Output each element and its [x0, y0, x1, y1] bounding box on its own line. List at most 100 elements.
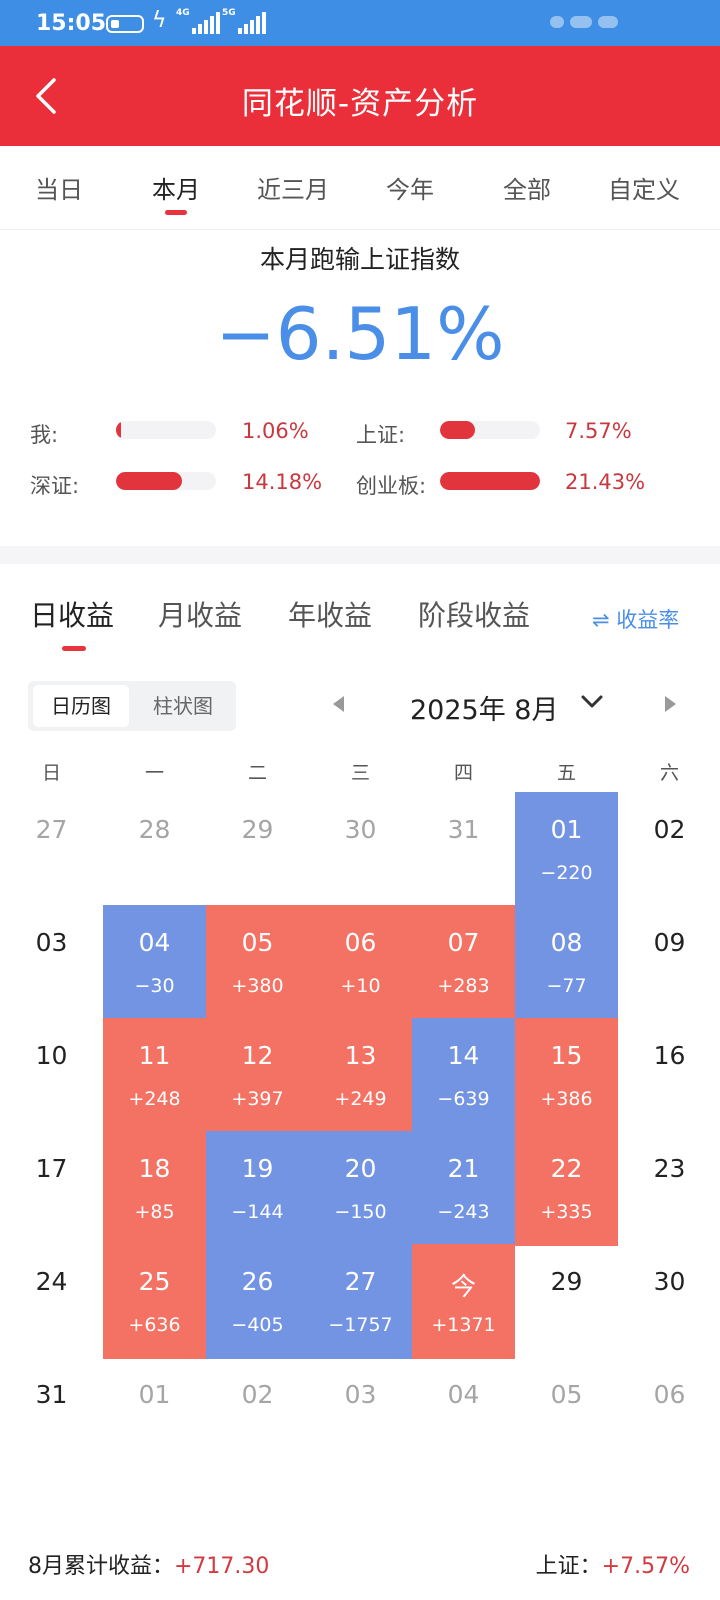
- calendar-day-cell[interactable]: 04: [412, 1357, 515, 1472]
- back-arrow-icon[interactable]: [28, 76, 68, 116]
- next-month-icon[interactable]: [665, 696, 676, 712]
- calendar-day-earning: +249: [334, 1088, 387, 1110]
- calendar-day-number: 04: [447, 1380, 480, 1409]
- calendar-day-cell[interactable]: 17: [0, 1131, 103, 1246]
- calendar-day-cell[interactable]: 30: [309, 792, 412, 907]
- calendar-day-earning: −405: [231, 1314, 284, 1336]
- calendar-day-cell[interactable]: 13 +249: [309, 1018, 412, 1133]
- calendar-day-cell[interactable]: 16: [618, 1018, 720, 1133]
- calendar-day-cell[interactable]: 07 +283: [412, 905, 515, 1020]
- calendar-day-number: 25: [138, 1267, 171, 1296]
- stat-value-shenzhen: 14.18%: [242, 470, 323, 494]
- calendar-view-button[interactable]: 日历图: [33, 685, 129, 727]
- rate-toggle-button[interactable]: ⇌ 收益率: [592, 604, 679, 634]
- calendar-day-cell[interactable]: 28: [103, 792, 206, 907]
- calendar-day-cell[interactable]: 10: [0, 1018, 103, 1133]
- calendar-day-cell[interactable]: 06: [618, 1357, 720, 1472]
- calendar-day-number: 今: [450, 1272, 476, 1301]
- calendar-day-cell[interactable]: 22 +335: [515, 1131, 618, 1246]
- calendar-day-cell[interactable]: 29: [515, 1244, 618, 1359]
- stat-fill-mine: [116, 421, 121, 439]
- calendar-day-cell[interactable]: 今 +1371: [412, 1244, 515, 1359]
- prev-month-icon[interactable]: [333, 696, 344, 712]
- signal-icon-2: 5G: [222, 8, 268, 36]
- calendar-day-cell[interactable]: 03: [309, 1357, 412, 1472]
- calendar-day-cell[interactable]: 20 −150: [309, 1131, 412, 1246]
- network-label-1: 4G: [176, 8, 190, 18]
- calendar-day-earning: −30: [134, 975, 175, 997]
- calendar-day-earning: +10: [340, 975, 381, 997]
- calendar-day-cell[interactable]: 01: [103, 1357, 206, 1472]
- calendar-day-cell[interactable]: 23: [618, 1131, 720, 1246]
- calendar-day-cell[interactable]: 08 −77: [515, 905, 618, 1020]
- calendar-day-cell[interactable]: 04 −30: [103, 905, 206, 1020]
- calendar-day-cell[interactable]: 31: [412, 792, 515, 907]
- tab-today[interactable]: 当日: [35, 176, 83, 204]
- calendar-day-cell[interactable]: 03: [0, 905, 103, 1020]
- calendar-day-cell[interactable]: 11 +248: [103, 1018, 206, 1133]
- chevron-down-icon[interactable]: [578, 690, 606, 714]
- calendar-day-number: 19: [241, 1154, 274, 1183]
- bar-view-button[interactable]: 柱状图: [153, 694, 213, 718]
- calendar-day-cell[interactable]: 14 −639: [412, 1018, 515, 1133]
- calendar-day-cell[interactable]: 09: [618, 905, 720, 1020]
- tab-yearly-earnings[interactable]: 年收益: [288, 599, 373, 632]
- tab-daily-earnings[interactable]: 日收益: [30, 599, 115, 632]
- calendar-day-number: 30: [653, 1267, 686, 1296]
- calendar-day-number: 03: [35, 928, 68, 957]
- calendar-day-number: 17: [35, 1154, 68, 1183]
- month-selector[interactable]: 2025年 8月: [410, 695, 559, 726]
- calendar-day-earning: +380: [231, 975, 284, 997]
- calendar-day-cell[interactable]: 27 −1757: [309, 1244, 412, 1359]
- tab-period-earnings[interactable]: 阶段收益: [418, 599, 531, 632]
- charging-icon: ϟ: [152, 8, 167, 33]
- calendar-day-cell[interactable]: 05: [515, 1357, 618, 1472]
- tab-custom[interactable]: 自定义: [608, 176, 680, 204]
- status-time: 15:05: [36, 11, 107, 36]
- comparison-value: −6.51%: [215, 292, 505, 376]
- calendar-day-number: 04: [138, 928, 171, 957]
- calendar-day-number: 24: [35, 1267, 68, 1296]
- battery-icon: [106, 15, 144, 33]
- calendar-day-cell[interactable]: 31: [0, 1357, 103, 1472]
- calendar-day-cell[interactable]: 27: [0, 792, 103, 907]
- calendar-day-cell[interactable]: 19 −144: [206, 1131, 309, 1246]
- calendar-day-number: 10: [35, 1041, 68, 1070]
- calendar-day-cell[interactable]: 02: [618, 792, 720, 907]
- calendar-day-earning: −639: [437, 1088, 490, 1110]
- stat-label-shenzhen: 深证:: [30, 474, 80, 498]
- calendar-day-cell[interactable]: 05 +380: [206, 905, 309, 1020]
- tab-monthly-earnings[interactable]: 月收益: [158, 599, 243, 632]
- calendar-day-cell[interactable]: 21 −243: [412, 1131, 515, 1246]
- calendar-day-cell[interactable]: 06 +10: [309, 905, 412, 1020]
- swap-arrows-icon: ⇌: [592, 608, 610, 632]
- calendar-day-earning: −150: [334, 1201, 387, 1223]
- weekday-label: 五: [556, 762, 576, 784]
- tab-three-months[interactable]: 近三月: [257, 176, 329, 204]
- weekday-label: 日: [41, 762, 61, 784]
- period-tabs: 当日 本月 近三月 今年 全部 自定义: [0, 146, 720, 230]
- tab-this-year[interactable]: 今年: [386, 176, 434, 204]
- stat-fill-shanghai: [440, 421, 475, 439]
- calendar-day-earning: −144: [231, 1201, 284, 1223]
- calendar-day-cell[interactable]: 29: [206, 792, 309, 907]
- stat-fill-chinext: [440, 472, 540, 490]
- tab-all[interactable]: 全部: [503, 176, 551, 204]
- stat-bar-shenzhen: [116, 472, 216, 490]
- calendar-day-cell[interactable]: 30: [618, 1244, 720, 1359]
- index-total: 上证：+7.57%: [536, 1548, 690, 1580]
- calendar-day-cell[interactable]: 24: [0, 1244, 103, 1359]
- index-total-label: 上证：: [535, 1554, 602, 1579]
- calendar-day-earning: +85: [134, 1201, 175, 1223]
- calendar-day-cell[interactable]: 25 +636: [103, 1244, 206, 1359]
- calendar-day-cell[interactable]: 26 −405: [206, 1244, 309, 1359]
- calendar-day-cell[interactable]: 01 −220: [515, 792, 618, 907]
- calendar-day-cell[interactable]: 02: [206, 1357, 309, 1472]
- calendar-day-cell[interactable]: 12 +397: [206, 1018, 309, 1133]
- index-total-value: +7.57%: [601, 1554, 690, 1579]
- calendar-day-cell[interactable]: 15 +386: [515, 1018, 618, 1133]
- calendar-day-cell[interactable]: 18 +85: [103, 1131, 206, 1246]
- calendar-day-number: 29: [241, 815, 274, 844]
- tab-this-month[interactable]: 本月: [152, 176, 200, 204]
- page-title: 同花顺-资产分析: [241, 86, 479, 122]
